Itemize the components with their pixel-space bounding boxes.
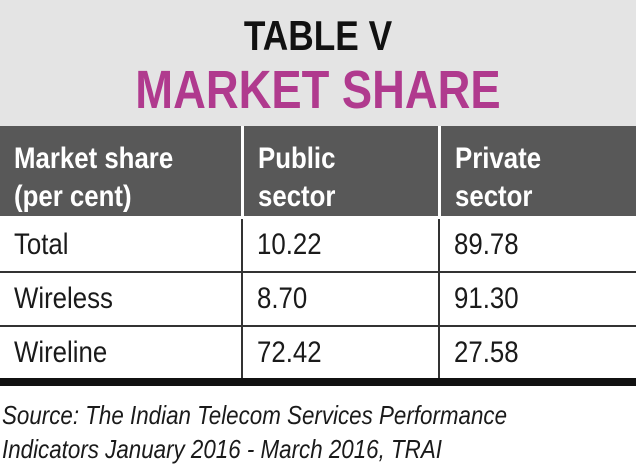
table-row: Wireline 72.42 27.58 (0, 325, 636, 380)
source-line-2: Indicators January 2016 - March 2016, TR… (2, 434, 442, 464)
cell-wireline-public: 72.42 (241, 325, 439, 380)
header-row: Market share (per cent) Public sector Pr… (0, 126, 636, 219)
title-block: TABLE V MARKET SHARE (0, 0, 636, 126)
cell-wireline-private: 27.58 (438, 325, 636, 380)
row-label-wireless: Wireless (0, 271, 242, 327)
row-label-total: Total (0, 217, 242, 273)
bottom-rule (0, 378, 636, 386)
source-note: Source: The Indian Telecom Services Perf… (2, 398, 547, 466)
row-label-wireline: Wireline (0, 325, 242, 380)
cell-total-private: 89.78 (438, 217, 636, 273)
column-header-market-share: Market share (per cent) (0, 126, 242, 219)
table-row: Wireless 8.70 91.30 (0, 271, 636, 327)
table-row: Total 10.22 89.78 (0, 217, 636, 273)
market-share-table: Market share (per cent) Public sector Pr… (0, 126, 636, 380)
cell-wireless-public: 8.70 (241, 271, 439, 327)
cell-wireless-private: 91.30 (438, 271, 636, 327)
table-number: TABLE V (243, 12, 393, 59)
table-title: MARKET SHARE (135, 60, 501, 120)
cell-total-public: 10.22 (241, 217, 439, 273)
source-line-1: Source: The Indian Telecom Services Perf… (2, 400, 508, 430)
column-header-private-sector: Private sector (437, 126, 636, 219)
column-header-public-sector: Public sector (240, 126, 439, 219)
